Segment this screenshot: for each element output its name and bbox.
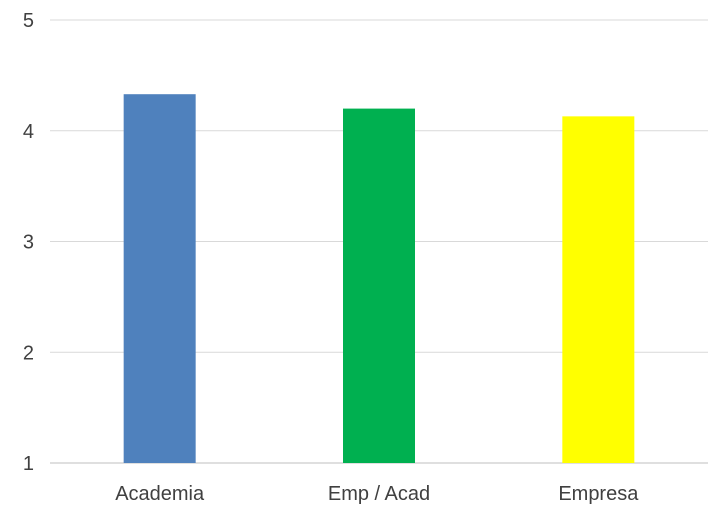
y-axis-tick-labels: 1 2 3 4 5	[23, 10, 34, 475]
bar-empresa	[562, 116, 635, 463]
bar-academia	[123, 94, 196, 463]
bars	[123, 94, 635, 463]
y-tick-label: 3	[23, 232, 34, 254]
y-tick-label: 2	[23, 342, 34, 364]
x-tick-label: Academia	[115, 483, 205, 505]
x-tick-label: Emp / Acad	[328, 483, 430, 505]
y-tick-label: 4	[23, 121, 34, 143]
bar-emp-acad	[343, 108, 415, 463]
y-tick-label: 1	[23, 453, 34, 475]
x-axis-tick-labels: Academia Emp / Acad Empresa	[115, 483, 639, 505]
x-tick-label: Empresa	[558, 483, 639, 505]
y-tick-label: 5	[23, 10, 34, 32]
